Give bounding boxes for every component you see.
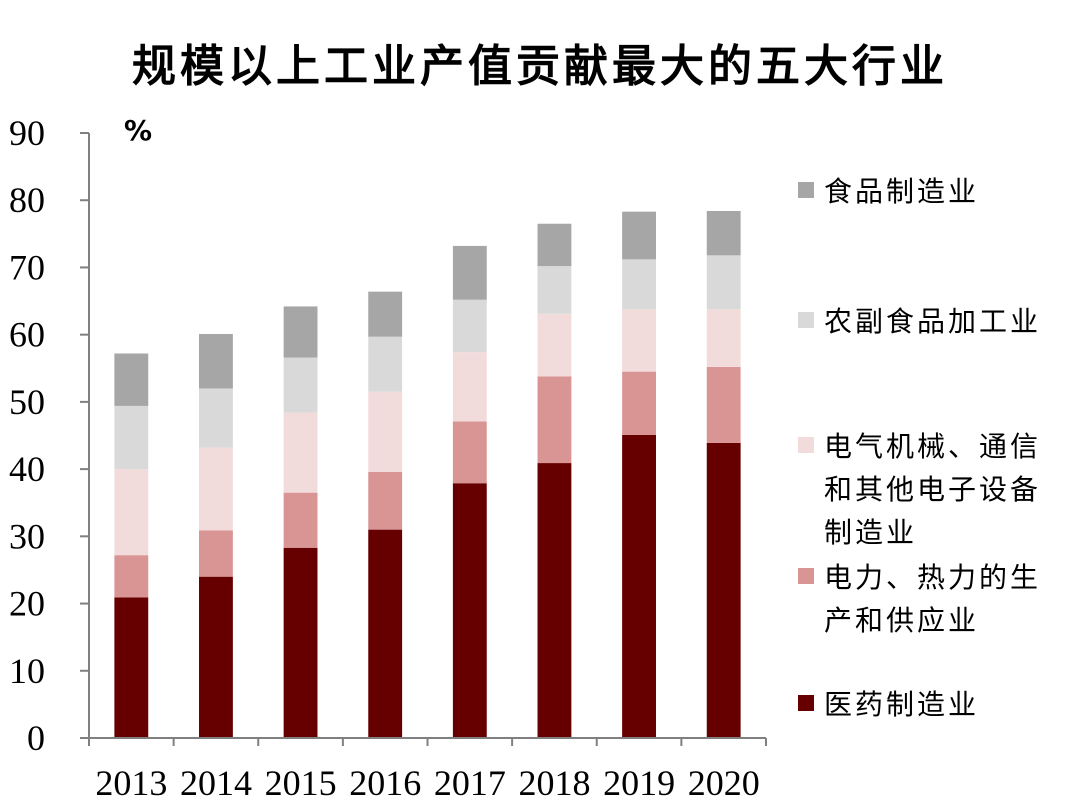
y-tick-label: 40 xyxy=(9,449,45,489)
y-tick-label: 80 xyxy=(9,180,45,220)
bar-segment-2014-series-0 xyxy=(199,576,233,738)
x-tick-label: 2018 xyxy=(518,763,590,803)
bar-segment-2020-series-0 xyxy=(706,442,741,738)
bar-segment-2014-series-1 xyxy=(199,530,233,577)
bar-segment-2019-series-4 xyxy=(622,211,656,260)
chart-title: 规模以上工业产值贡献最大的五大行业 xyxy=(132,41,948,92)
y-ticks: 0 10 20 30 40 50 60 70 80 90 xyxy=(9,113,89,758)
legend-swatch xyxy=(798,182,814,198)
y-tick-label: 20 xyxy=(9,584,45,624)
axes-layer xyxy=(88,133,766,739)
bar-segment-2013-series-2 xyxy=(114,469,149,556)
bar-segment-2014-series-2 xyxy=(199,447,233,531)
bar-segment-2020-series-3 xyxy=(706,255,741,310)
bar-segment-2016-series-4 xyxy=(368,291,403,337)
legend-label: 电力、热力的生产和供应业 xyxy=(824,561,1042,637)
bar-segment-2018-series-3 xyxy=(537,266,572,314)
y-axis-unit-label: % xyxy=(124,114,152,147)
legend-item: 农副食品加工业 xyxy=(798,300,1059,343)
y-tick-label: 10 xyxy=(9,651,45,691)
bar-segment-2020-series-2 xyxy=(706,309,741,367)
x-ticks: 2013 2014 2015 2016 2017 2018 2019 2020 xyxy=(88,738,767,803)
x-tick-label: 2019 xyxy=(603,763,675,803)
x-tick-label: 2016 xyxy=(349,763,421,803)
bar-segment-2019-series-1 xyxy=(622,371,656,435)
bar-segment-2016-series-0 xyxy=(368,529,403,738)
bar-segment-2017-series-2 xyxy=(452,352,487,422)
bar-segment-2017-series-1 xyxy=(452,421,487,484)
y-tick-label: 60 xyxy=(9,315,45,355)
stacked-bar-chart: 0 10 20 30 40 50 60 70 80 90 2013 2014 2015 2016 2017… xyxy=(9,113,767,803)
legend-item: 电气机械、通信和其他电子设备制造业 xyxy=(798,425,1059,554)
bar-segment-2015-series-1 xyxy=(283,492,318,548)
bar-segment-2020-series-4 xyxy=(706,210,741,256)
bar-segment-2018-series-0 xyxy=(537,463,572,738)
bar-segment-2017-series-3 xyxy=(452,299,487,353)
legend-item: 医药制造业 xyxy=(798,683,1059,726)
legend-item: 食品制造业 xyxy=(798,170,1059,213)
x-tick-label: 2015 xyxy=(265,763,337,803)
legend: 食品制造业农副食品加工业电气机械、通信和其他电子设备制造业电力、热力的生产和供应… xyxy=(798,0,1078,810)
bar-segment-2017-series-4 xyxy=(452,245,487,300)
bar-segment-2015-series-3 xyxy=(283,357,318,413)
bar-segment-2016-series-3 xyxy=(368,336,403,392)
y-tick-label: 90 xyxy=(9,113,45,153)
y-tick-label: 70 xyxy=(9,247,45,287)
legend-label: 医药制造业 xyxy=(824,688,980,721)
bar-segment-2015-series-4 xyxy=(283,306,318,358)
x-tick-label: 2013 xyxy=(95,763,167,803)
legend-label: 食品制造业 xyxy=(824,175,980,208)
bar-segment-2013-series-3 xyxy=(114,405,149,470)
y-tick-label: 50 xyxy=(9,382,45,422)
bar-segment-2017-series-0 xyxy=(452,483,487,738)
legend-item: 电力、热力的生产和供应业 xyxy=(798,556,1059,642)
legend-label: 电气机械、通信和其他电子设备制造业 xyxy=(824,430,1042,549)
bar-segment-2014-series-4 xyxy=(199,333,233,389)
bar-segment-2018-series-4 xyxy=(537,223,572,267)
x-tick-label: 2014 xyxy=(180,763,252,803)
bar-segment-2013-series-1 xyxy=(114,555,149,598)
bar-segment-2016-series-2 xyxy=(368,391,403,472)
bar-segment-2015-series-0 xyxy=(283,547,318,738)
bar-segment-2019-series-2 xyxy=(622,309,656,372)
bar-segment-2019-series-3 xyxy=(622,259,656,310)
legend-swatch xyxy=(798,312,814,328)
bar-segment-2018-series-1 xyxy=(537,376,572,464)
legend-swatch xyxy=(798,437,814,453)
bar-segment-2013-series-0 xyxy=(114,597,149,738)
x-tick-label: 2017 xyxy=(434,763,506,803)
bar-segment-2020-series-1 xyxy=(706,366,741,443)
x-tick-label: 2020 xyxy=(688,763,760,803)
bar-segment-2018-series-2 xyxy=(537,313,572,377)
bar-segment-2014-series-3 xyxy=(199,388,233,448)
bars-layer xyxy=(114,210,741,738)
bar-segment-2013-series-4 xyxy=(114,353,149,406)
y-tick-label: 30 xyxy=(9,516,45,556)
bar-segment-2019-series-0 xyxy=(622,434,656,738)
bar-segment-2016-series-1 xyxy=(368,471,403,530)
y-tick-label: 0 xyxy=(27,718,45,758)
bar-segment-2015-series-2 xyxy=(283,412,318,493)
legend-swatch xyxy=(798,568,814,584)
legend-swatch xyxy=(798,695,814,711)
legend-label: 农副食品加工业 xyxy=(824,305,1042,338)
